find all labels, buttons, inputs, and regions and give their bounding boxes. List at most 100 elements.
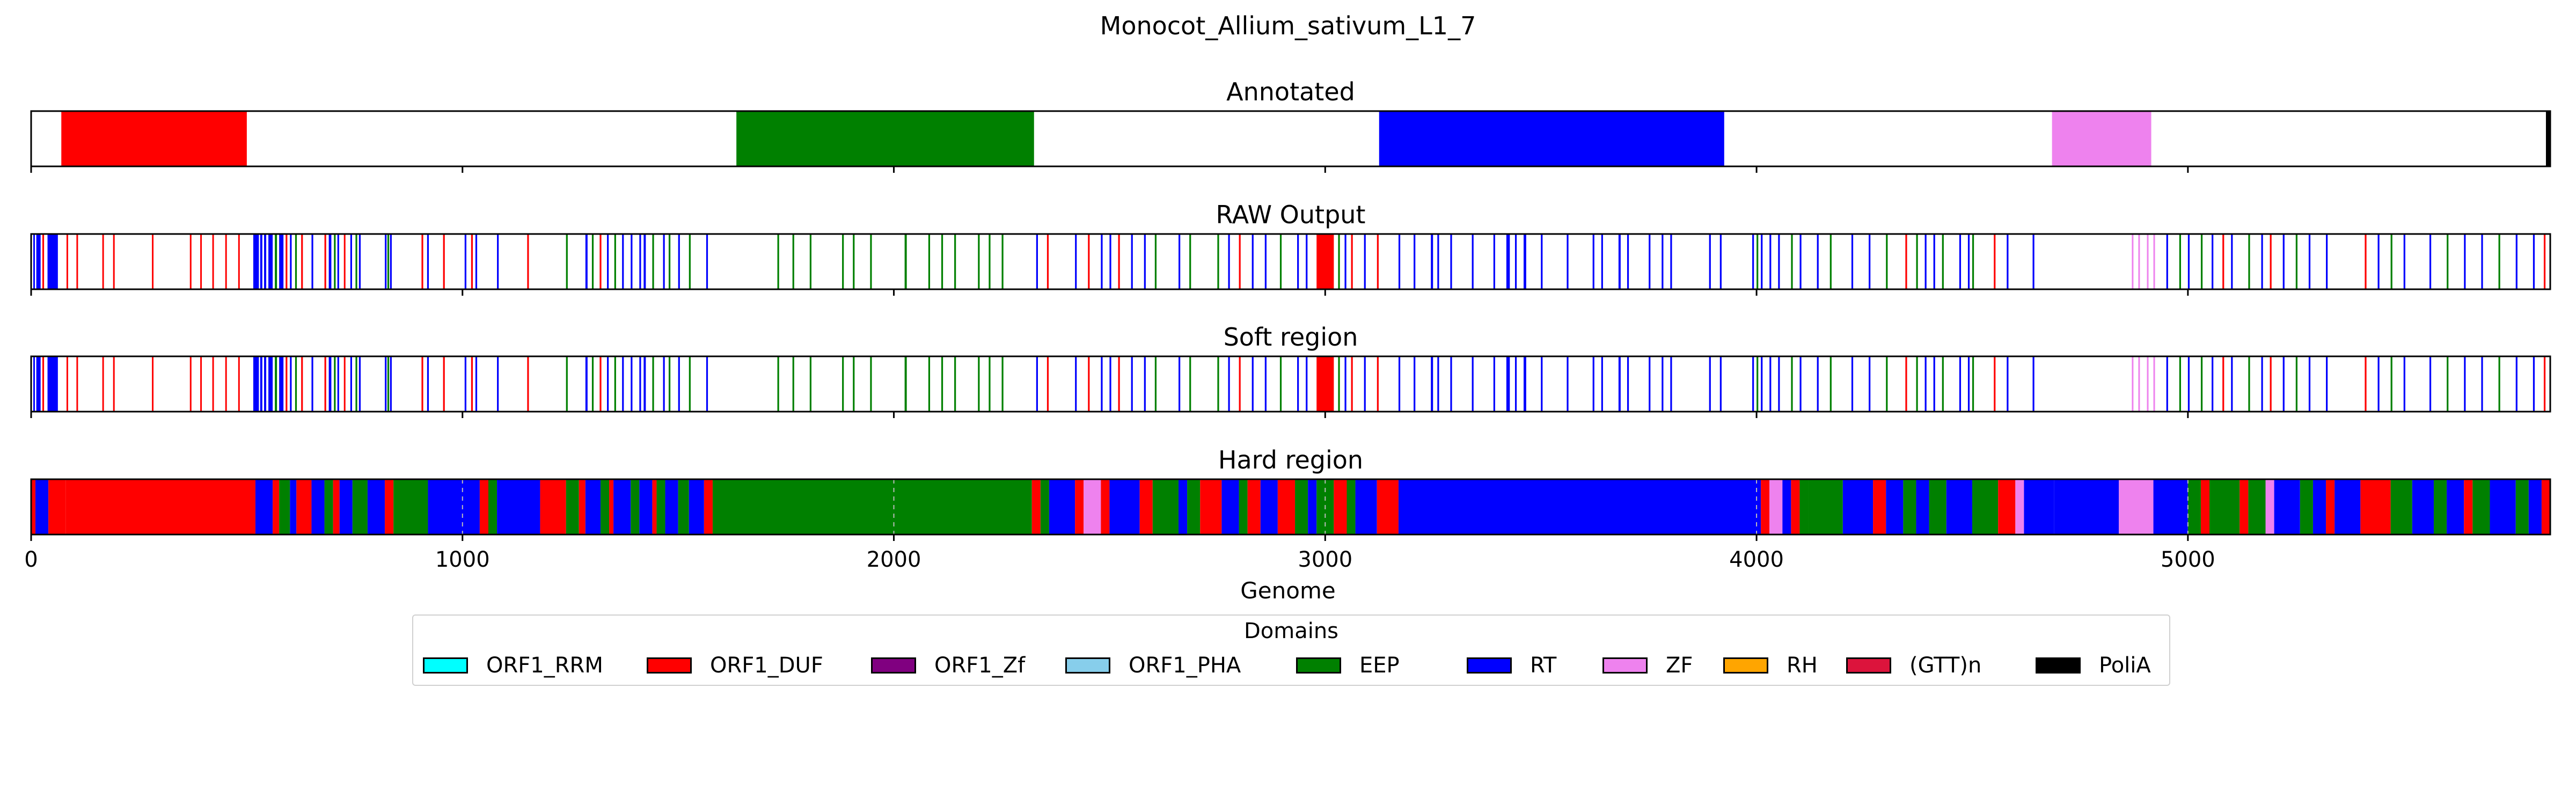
domain-segment: [1541, 356, 1543, 412]
domain-segment: [253, 356, 259, 412]
domain-segment: [599, 356, 602, 412]
domain-segment: [2248, 479, 2266, 535]
domain-segment: [853, 356, 855, 412]
domain-segment: [225, 356, 227, 412]
domain-segment: [2377, 234, 2380, 289]
domain-segment: [1306, 356, 1308, 412]
domain-segment: [1905, 356, 1907, 412]
legend-label: RT: [1530, 653, 1557, 678]
domain-segment: [2222, 234, 2224, 289]
legend-label: ORF1_DUF: [710, 653, 823, 678]
domain-segment: [1967, 234, 1970, 289]
domain-segment: [2543, 356, 2546, 412]
panel-title: RAW Output: [1216, 200, 1366, 229]
domain-segment: [2147, 356, 2149, 412]
domain-segment: [1567, 356, 1569, 412]
domain-segment: [2377, 356, 2380, 412]
domain-segment: [1994, 356, 1996, 412]
domain-segment: [358, 356, 361, 412]
domain-segment: [1817, 234, 1819, 289]
domain-segment: [1036, 234, 1038, 289]
domain-segment: [1277, 479, 1296, 535]
legend-swatch: [1723, 657, 1768, 674]
domain-segment: [1994, 234, 1996, 289]
legend-swatch: [1846, 657, 1891, 674]
domain-segment: [311, 479, 325, 535]
domain-segment: [464, 234, 467, 289]
domain-segment: [941, 234, 943, 289]
domain-segment: [225, 234, 227, 289]
panel-raw-output: RAW Output: [30, 200, 2551, 296]
domain-segment: [777, 234, 779, 289]
domain-segment: [1450, 356, 1452, 412]
domain-segment: [591, 356, 594, 412]
legend-swatch: [1467, 657, 1512, 674]
domain-segment: [678, 479, 689, 535]
domain-segment: [311, 356, 313, 412]
domain-segment: [2261, 234, 2263, 289]
domain-segment: [2326, 234, 2328, 289]
domain-segment: [1139, 479, 1153, 535]
domain-segment: [189, 234, 192, 289]
domain-segment: [2490, 479, 2516, 535]
domain-segment: [1618, 356, 1621, 412]
domain-segment: [475, 356, 478, 412]
domain-segment: [989, 356, 991, 412]
domain-segment: [337, 356, 339, 412]
domain-segment: [2515, 234, 2518, 289]
domain-segment: [311, 234, 313, 289]
domain-segment: [904, 234, 907, 289]
domain-segment: [1929, 479, 1946, 535]
domain-segment: [706, 356, 708, 412]
domain-segment: [1886, 479, 1904, 535]
legend-label: PoliA: [2099, 653, 2151, 678]
domain-segment: [591, 234, 594, 289]
domain-segment: [1031, 479, 1041, 535]
domain-segment: [1109, 234, 1111, 289]
domain-segment: [385, 356, 387, 412]
domain-segment: [1344, 234, 1346, 289]
x-tick-label: 5000: [2161, 547, 2215, 572]
domain-segment: [1799, 479, 1809, 535]
legend-swatch: [423, 657, 468, 674]
domain-segment: [475, 234, 478, 289]
domain-segment: [1933, 356, 1935, 412]
legend-label: EEP: [1359, 653, 1400, 678]
domain-segment: [264, 234, 267, 289]
domain-segment: [295, 234, 297, 289]
domain-segment: [296, 479, 312, 535]
legend-swatch: [871, 657, 916, 674]
domain-segment: [1334, 479, 1347, 535]
domain-segment: [1670, 234, 1672, 289]
domain-segment: [275, 234, 277, 289]
domain-segment: [1959, 356, 1962, 412]
domain-segment: [1791, 234, 1793, 289]
domain-segment: [1036, 356, 1038, 412]
domain-segment: [1757, 234, 1759, 289]
domain-segment: [1221, 479, 1239, 535]
domain-segment: [1493, 356, 1495, 412]
domain-segment: [2166, 356, 2168, 412]
domain-segment: [350, 234, 353, 289]
domain-segment: [2270, 234, 2272, 289]
domain-segment: [1217, 356, 1219, 412]
domain-segment: [1264, 234, 1267, 289]
domain-segment: [2187, 234, 2190, 289]
domain-segment: [2007, 234, 2009, 289]
domain-segment: [1260, 479, 1278, 535]
domain-segment: [1998, 479, 2016, 535]
panel-frame: [30, 478, 2551, 536]
domain-segment: [1049, 479, 1075, 535]
domain-segment: [1351, 356, 1353, 412]
domain-segment: [36, 234, 41, 289]
domain-segment: [853, 234, 855, 289]
domain-segment: [35, 479, 49, 535]
domain-segment: [2481, 356, 2483, 412]
x-tick-label: 0: [24, 547, 38, 572]
domain-segment: [1001, 356, 1004, 412]
domain-segment: [393, 479, 428, 535]
domain-segment: [42, 234, 45, 289]
domain-segment: [2403, 356, 2405, 412]
domain-segment: [31, 479, 36, 535]
domain-segment: [260, 234, 262, 289]
